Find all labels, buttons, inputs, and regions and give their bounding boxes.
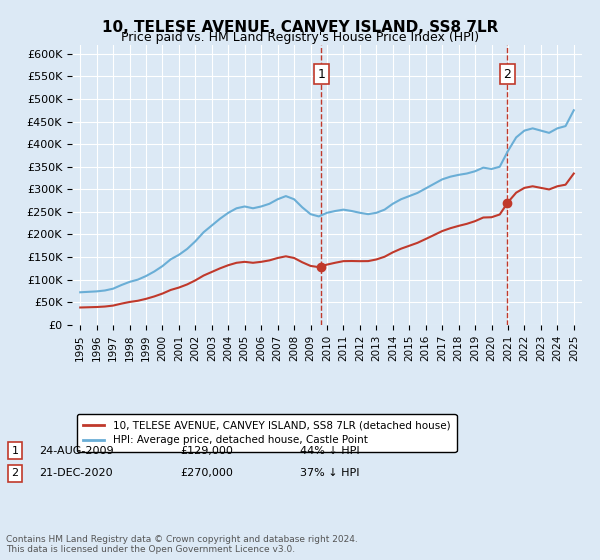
Text: 21-DEC-2020: 21-DEC-2020	[39, 468, 113, 478]
Text: Price paid vs. HM Land Registry's House Price Index (HPI): Price paid vs. HM Land Registry's House …	[121, 31, 479, 44]
Text: 1: 1	[317, 68, 325, 81]
Text: 2: 2	[503, 68, 511, 81]
Text: 44% ↓ HPI: 44% ↓ HPI	[300, 446, 359, 456]
Text: 10, TELESE AVENUE, CANVEY ISLAND, SS8 7LR: 10, TELESE AVENUE, CANVEY ISLAND, SS8 7L…	[102, 20, 498, 35]
Text: £129,000: £129,000	[180, 446, 233, 456]
Text: Contains HM Land Registry data © Crown copyright and database right 2024.
This d: Contains HM Land Registry data © Crown c…	[6, 535, 358, 554]
Text: 24-AUG-2009: 24-AUG-2009	[39, 446, 113, 456]
Text: 1: 1	[11, 446, 19, 456]
Text: 37% ↓ HPI: 37% ↓ HPI	[300, 468, 359, 478]
Text: £270,000: £270,000	[180, 468, 233, 478]
Legend: 10, TELESE AVENUE, CANVEY ISLAND, SS8 7LR (detached house), HPI: Average price, : 10, TELESE AVENUE, CANVEY ISLAND, SS8 7L…	[77, 414, 457, 452]
Text: 2: 2	[11, 468, 19, 478]
